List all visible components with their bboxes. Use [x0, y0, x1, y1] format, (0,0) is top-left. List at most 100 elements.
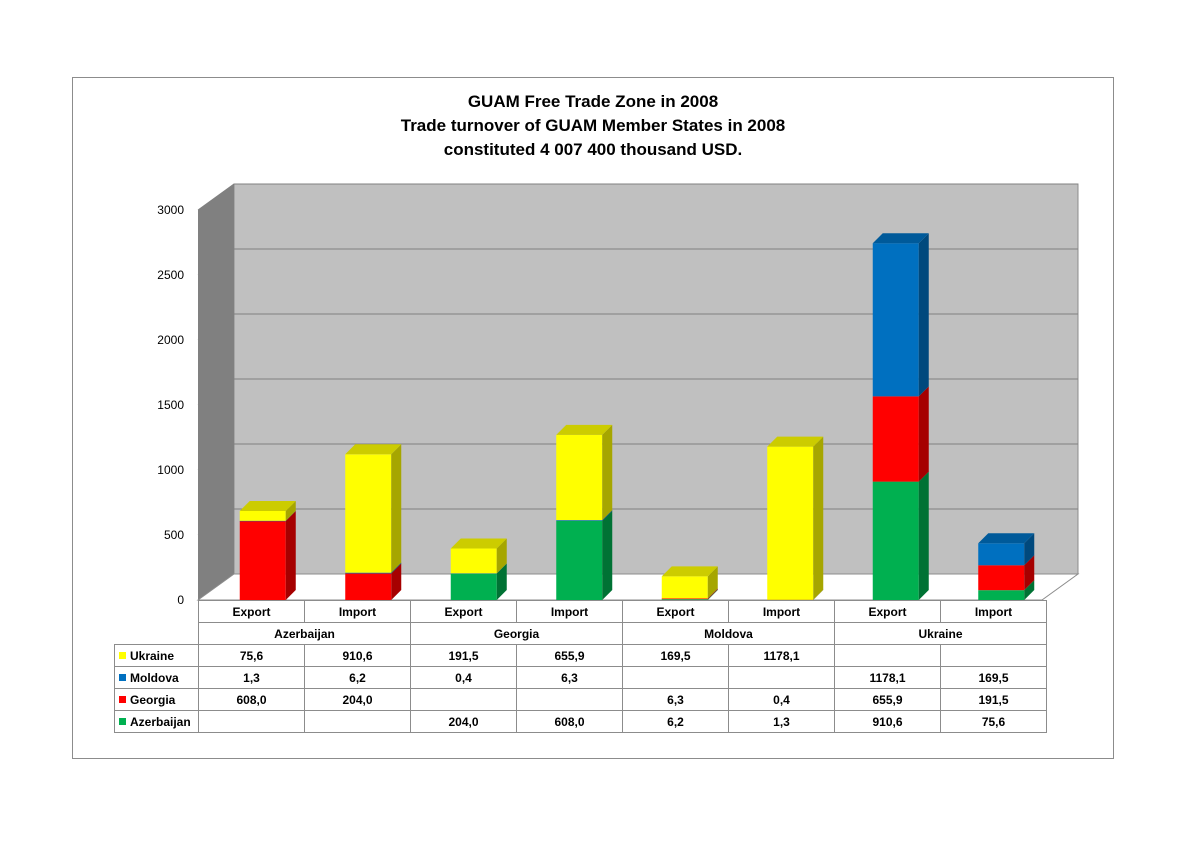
legend-swatch — [119, 695, 126, 703]
bar-segment — [239, 520, 286, 522]
bar-segment — [556, 434, 603, 521]
bar-segment-side — [918, 471, 929, 600]
legend-swatch — [119, 717, 126, 725]
bar-segment-side — [285, 500, 296, 521]
data-label — [410, 688, 517, 711]
bar-segment-top — [239, 500, 296, 511]
gridline — [197, 313, 1078, 341]
group-label: Ukraine — [834, 622, 1047, 645]
data-label: 169,5 — [940, 666, 1047, 689]
data-label: 910,6 — [304, 644, 411, 667]
y-tick-label: 500 — [164, 528, 184, 542]
legend-label: Azerbaijan — [130, 714, 191, 729]
bar-segment-side — [391, 563, 402, 600]
data-label — [940, 644, 1047, 667]
title-line-2: Trade turnover of GUAM Member States in … — [400, 116, 786, 135]
bar-segment — [872, 481, 919, 600]
bar-segment-top — [661, 566, 718, 577]
bar-segment — [978, 543, 1025, 566]
bar-segment — [978, 590, 1025, 600]
bar-segment-side — [391, 444, 402, 573]
data-label: 1,3 — [198, 666, 305, 689]
data-label: 75,6 — [940, 710, 1047, 733]
data-label: 6,3 — [516, 666, 623, 689]
bar-segment-side — [602, 424, 613, 521]
table-row: Azerbaijan 204,0 608,0 6,2 1,3 910,6 75,6 — [114, 710, 1047, 733]
gridline — [197, 248, 1078, 276]
y-tick-label: 2500 — [157, 268, 184, 282]
data-label: 75,6 — [198, 644, 305, 667]
bar-segment-side — [1024, 580, 1035, 600]
bar-segment — [872, 396, 919, 482]
bar-segment — [556, 520, 603, 521]
legend-entry: Azerbaijan — [114, 710, 199, 733]
bar-segment — [345, 573, 392, 600]
legend-swatch — [119, 673, 126, 681]
bar-segment-top — [450, 538, 507, 549]
bar-segment-side — [918, 233, 929, 397]
bar-segment — [767, 446, 814, 600]
data-label — [198, 710, 305, 733]
data-label: 910,6 — [834, 710, 941, 733]
bar-segment — [450, 573, 497, 574]
bar-segment-side — [707, 566, 718, 599]
bar-segment-side — [813, 436, 824, 600]
bar-segment-side — [918, 386, 929, 482]
chart-title: GUAM Free Trade Zone in 2008 Trade turno… — [72, 90, 1114, 162]
y-tick-label: 3000 — [157, 203, 184, 217]
bar-segment-side — [707, 589, 718, 600]
bar-segment-side — [1024, 555, 1035, 591]
bar-segment — [872, 243, 919, 397]
gridline — [197, 378, 1078, 406]
bar-segment — [450, 573, 497, 600]
category-label: Import — [516, 600, 623, 623]
data-label: 655,9 — [834, 688, 941, 711]
data-label — [622, 666, 729, 689]
legend-swatch — [119, 651, 126, 659]
table-group-row: Azerbaijan Georgia Moldova Ukraine — [115, 622, 1047, 645]
data-label: 0,4 — [728, 688, 835, 711]
data-label — [304, 710, 411, 733]
data-label — [728, 666, 835, 689]
table-row: Georgia 608,0 204,0 6,3 0,4 655,9 191,5 — [114, 688, 1047, 711]
table-row: Moldova 1,3 6,2 0,4 6,3 1178,1 169,5 — [114, 666, 1047, 689]
legend-label: Georgia — [130, 692, 176, 707]
data-label — [834, 644, 941, 667]
bar-segment — [345, 572, 392, 574]
legend-entry: Ukraine — [114, 644, 199, 667]
bar-segment-top — [556, 424, 613, 435]
data-label: 6,2 — [622, 710, 729, 733]
data-table: Export Import Export Import Export Impor… — [114, 600, 1047, 733]
bar-segment — [556, 520, 603, 600]
bar-segment-side — [391, 562, 402, 574]
legend-label: Moldova — [130, 670, 179, 685]
bar-segment-side — [285, 510, 296, 521]
bar-segment — [661, 599, 708, 600]
legend-entry: Georgia — [114, 688, 199, 711]
y-tick-label: 0 — [177, 593, 184, 607]
category-label: Export — [198, 600, 305, 623]
bar-segment — [239, 510, 286, 521]
legend-label: Ukraine — [130, 648, 175, 663]
data-label: 191,5 — [940, 688, 1047, 711]
data-label: 191,5 — [410, 644, 517, 667]
data-label: 204,0 — [410, 710, 517, 733]
bar-segment-side — [496, 538, 507, 574]
bar-segment — [239, 520, 286, 600]
legend-entry: Moldova — [114, 666, 199, 689]
category-label: Export — [622, 600, 729, 623]
bar-segment-top — [978, 533, 1035, 544]
data-label: 608,0 — [516, 710, 623, 733]
bar-segment-side — [707, 588, 718, 600]
floor — [196, 573, 1080, 601]
category-label: Import — [940, 600, 1047, 623]
bar-segment-side — [813, 589, 824, 600]
bar-segment-side — [813, 589, 824, 600]
y-tick-label: 2000 — [157, 333, 184, 347]
data-label: 655,9 — [516, 644, 623, 667]
bar-segment — [450, 548, 497, 574]
bar-segment-side — [285, 510, 296, 600]
data-label: 1178,1 — [834, 666, 941, 689]
bar-segment-top — [872, 233, 929, 244]
